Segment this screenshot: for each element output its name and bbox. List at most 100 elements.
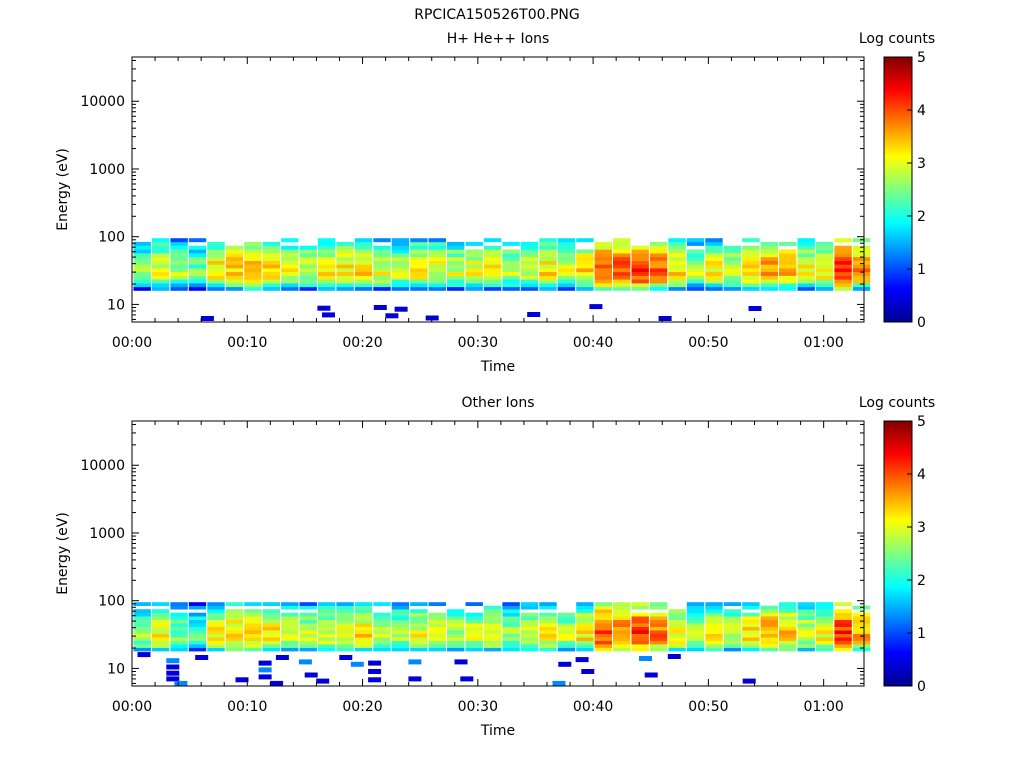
spectrogram-cell	[244, 644, 262, 648]
spectrogram-cell	[281, 647, 299, 652]
spectrogram-cell	[594, 256, 612, 261]
spectrogram-cell	[742, 644, 760, 648]
spectrogram-cell	[705, 602, 723, 606]
spectrogram-cell	[410, 264, 428, 269]
spectrogram-cell	[576, 264, 594, 269]
spectrogram-cell	[428, 637, 446, 641]
spectrogram-cell	[502, 609, 520, 613]
spectrogram-cell	[686, 647, 705, 652]
spectrogram-cell	[502, 253, 520, 258]
spectrogram-cell	[151, 630, 170, 634]
spectrogram-cell	[797, 271, 815, 276]
spectrogram-cell	[151, 637, 170, 641]
spectrogram-cell	[225, 623, 244, 627]
spectrogram-cell	[686, 619, 705, 624]
spectrogram-cell	[613, 253, 631, 258]
spectrogram-cell	[686, 616, 705, 620]
spectrogram-cell	[299, 640, 317, 645]
spectrogram-cell	[151, 283, 170, 288]
spectrogram-cell	[391, 633, 410, 638]
spectrogram-cell	[262, 256, 280, 261]
spectrogram-cell	[705, 630, 723, 634]
spectrogram-cell	[465, 268, 483, 273]
spectrogram-cell	[336, 609, 354, 613]
spectrogram-cell	[723, 275, 742, 280]
spectrogram-cell	[520, 623, 539, 627]
spectrogram-cell	[373, 256, 391, 261]
spectrogram-cell	[502, 637, 520, 641]
spectrogram-cell	[151, 640, 170, 645]
spectrogram-cell	[410, 279, 428, 284]
spectrogram-cell	[281, 275, 299, 280]
spectrogram-cell	[742, 283, 760, 288]
spectrogram-cell	[207, 241, 225, 246]
spectrogram-cell	[797, 275, 815, 280]
spectrogram-cell	[594, 245, 612, 250]
spectrogram-cell	[686, 241, 705, 246]
x-axis-label: Time	[480, 359, 515, 375]
spectrogram-cell	[244, 612, 262, 617]
spectrogram-cell	[170, 249, 188, 254]
spectrogram-cell	[520, 605, 539, 610]
colorbar: 0 1 2 3 4 5 Log counts	[859, 395, 935, 695]
spectrogram-cell	[281, 640, 299, 645]
spectrogram-cell	[815, 241, 834, 246]
spectrogram-cell	[520, 602, 539, 606]
spectrogram-cell	[336, 241, 354, 246]
spectrogram-cell	[465, 640, 483, 645]
spectrogram-cell	[686, 271, 705, 276]
spectrogram-cell	[151, 268, 170, 273]
spectrogram-cell	[834, 602, 852, 606]
panel-title: H+ He++ Ions	[447, 31, 550, 47]
spectrogram-cell	[557, 286, 576, 291]
spectrogram-cell	[373, 644, 391, 648]
spectrogram-cell	[613, 238, 631, 243]
spectrogram-cell	[447, 253, 465, 258]
spectrogram-cell	[151, 260, 170, 265]
spectrogram-cell	[428, 245, 446, 250]
spectrogram-cell	[336, 283, 354, 288]
spectrogram-cell	[539, 245, 557, 250]
spectrogram-cell	[723, 271, 742, 276]
spectrogram-cell	[502, 616, 520, 620]
spectrogram-cell	[207, 647, 225, 652]
spectrogram-cell	[281, 279, 299, 284]
spectrogram-cell	[649, 275, 668, 280]
spectrogram-cell	[483, 616, 502, 620]
spectrogram-cell	[502, 271, 520, 276]
spectrogram-cell	[465, 249, 483, 254]
spectrogram-cell	[170, 647, 188, 652]
y-tick-label: 100	[98, 594, 125, 610]
spectrogram-cell	[834, 644, 852, 648]
spectrogram-cell	[852, 630, 871, 634]
spectrogram-cell	[281, 271, 299, 276]
spectrogram-cell	[244, 260, 262, 265]
spectrogram-cell	[410, 633, 428, 638]
spectrogram-cell	[520, 637, 539, 641]
spectrogram-cell	[557, 619, 576, 624]
spectrogram-cell	[428, 253, 446, 258]
spectrogram-cell	[391, 640, 410, 645]
spectrogram-cell	[410, 253, 428, 258]
colorbar-tick-label: 1	[917, 626, 926, 642]
spectrogram-cell	[779, 249, 797, 254]
spectrogram-cell	[262, 271, 280, 276]
spectrogram-cell	[317, 256, 336, 261]
spectrogram-cell	[649, 241, 668, 246]
spectrogram-cell	[281, 256, 299, 261]
spectrogram-cell	[465, 256, 483, 261]
colorbar-tick-label: 4	[917, 103, 926, 119]
spectrogram-cell	[613, 616, 631, 620]
spectrogram-cell	[520, 268, 539, 273]
spectrogram-cell	[668, 286, 686, 291]
spectrogram-cell	[502, 264, 520, 269]
spectrogram-cell	[686, 286, 705, 291]
x-tick-label: 01:00	[803, 335, 843, 351]
spectrogram-cell	[244, 616, 262, 620]
spectrogram-cell	[797, 647, 815, 652]
spectrogram-cell	[797, 605, 815, 610]
spectrogram-cell	[631, 619, 649, 624]
spectrogram-cell	[336, 275, 354, 280]
spectrogram-cell	[668, 241, 686, 246]
spectrogram-cell	[760, 241, 778, 246]
